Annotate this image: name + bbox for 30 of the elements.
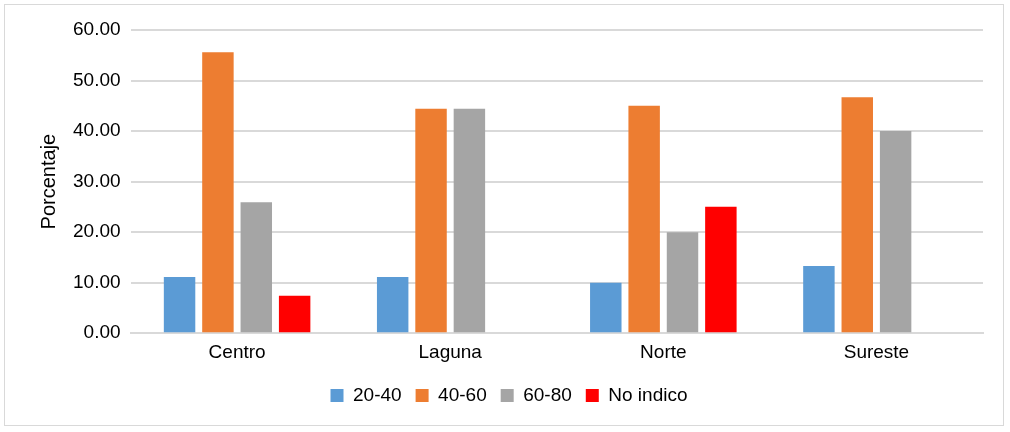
legend-label: 20-40 — [353, 383, 402, 405]
y-tick-label: 20.00 — [73, 220, 121, 242]
x-tick-label: Norte — [640, 340, 687, 362]
bar — [415, 108, 447, 333]
bar — [202, 52, 234, 333]
bar — [841, 97, 873, 333]
y-tick-label: 60.00 — [73, 18, 121, 40]
bar — [240, 202, 273, 333]
bar — [453, 108, 486, 333]
bar — [376, 277, 409, 333]
bar — [278, 295, 311, 333]
legend-label: 40-60 — [438, 383, 487, 405]
y-tick-label: 30.00 — [73, 169, 121, 191]
bar — [163, 277, 196, 333]
y-tick-label: 0.00 — [83, 321, 121, 343]
y-tick-label: 10.00 — [73, 270, 121, 292]
x-tick-label: Laguna — [418, 340, 483, 362]
bar — [590, 282, 622, 333]
x-tick-label: Sureste — [843, 340, 910, 362]
y-axis-title: Porcentaje — [36, 133, 59, 230]
bar — [705, 206, 737, 333]
legend-label: No indico — [608, 383, 688, 405]
y-tick-label: 40.00 — [73, 119, 121, 141]
x-tick-label: Centro — [208, 340, 266, 362]
bar — [628, 105, 660, 333]
bar — [879, 131, 912, 333]
bar — [666, 232, 699, 333]
legend-label: 60-80 — [523, 383, 572, 405]
y-tick-label: 50.00 — [73, 68, 121, 90]
bar — [803, 265, 835, 333]
